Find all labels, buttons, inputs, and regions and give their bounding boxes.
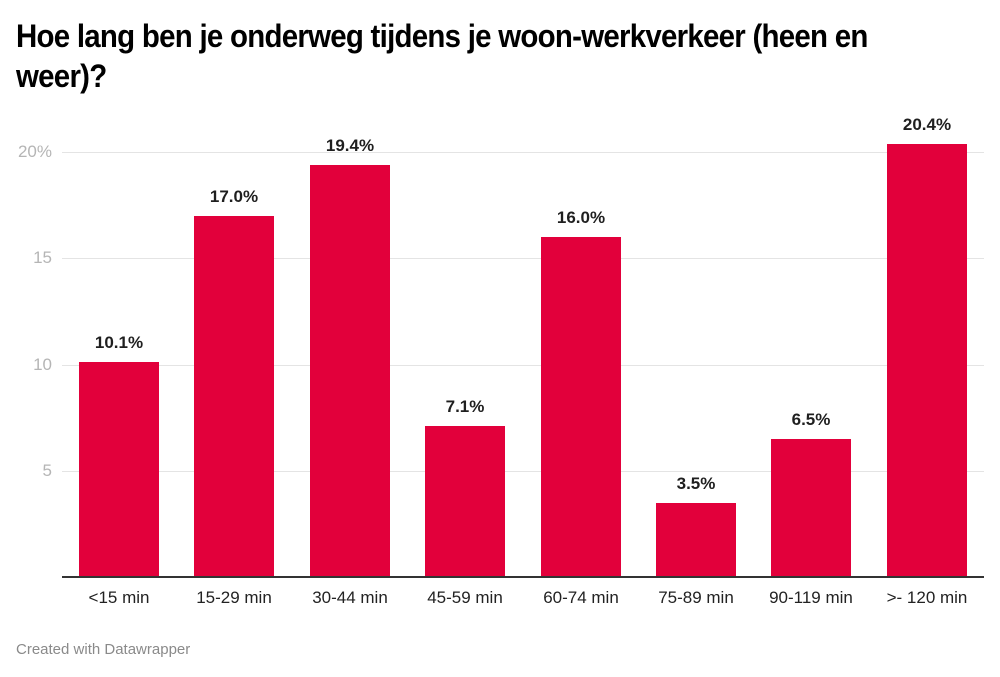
y-axis-tick-label: 20% (17, 142, 52, 161)
bar (310, 165, 390, 577)
gridline (62, 152, 984, 153)
bar-value-label: 3.5% (676, 474, 716, 493)
bar (656, 503, 736, 577)
y-axis-tick-label: 15 (33, 248, 52, 267)
y-axis-tick-label: 10 (33, 355, 52, 374)
bar-value-label: 16.0% (556, 208, 606, 227)
x-axis-category-label: 45-59 min (427, 588, 503, 607)
bar (887, 144, 967, 577)
bar-value-label: 10.1% (94, 333, 144, 352)
gridline (62, 365, 984, 366)
x-axis-category-label: <15 min (88, 588, 150, 607)
x-axis-category-label: >- 120 min (886, 588, 968, 607)
bar-value-label: 6.5% (791, 410, 831, 429)
gridline (62, 471, 984, 472)
bar-value-label: 20.4% (902, 115, 952, 134)
x-axis-category-label: 90-119 min (769, 588, 853, 607)
y-axis-tick-label: 5 (42, 461, 52, 480)
x-axis-category-label: 15-29 min (196, 588, 272, 607)
x-axis-category-label: 75-89 min (658, 588, 734, 607)
x-axis-baseline (62, 576, 984, 578)
x-axis-category-label: 30-44 min (312, 588, 388, 607)
bar-value-label: 17.0% (209, 187, 259, 206)
bar (79, 362, 159, 577)
bar (425, 426, 505, 577)
datawrapper-credit: Created with Datawrapper (16, 641, 191, 658)
chart-title: Hoe lang ben je onderweg tijdens je woon… (16, 18, 868, 94)
bar-value-label: 19.4% (325, 136, 375, 155)
bar (541, 237, 621, 577)
x-axis-category-label: 60-74 min (543, 588, 619, 607)
bar (771, 439, 851, 577)
gridline (62, 258, 984, 259)
bar-value-label: 7.1% (445, 397, 485, 416)
bar (194, 216, 274, 577)
